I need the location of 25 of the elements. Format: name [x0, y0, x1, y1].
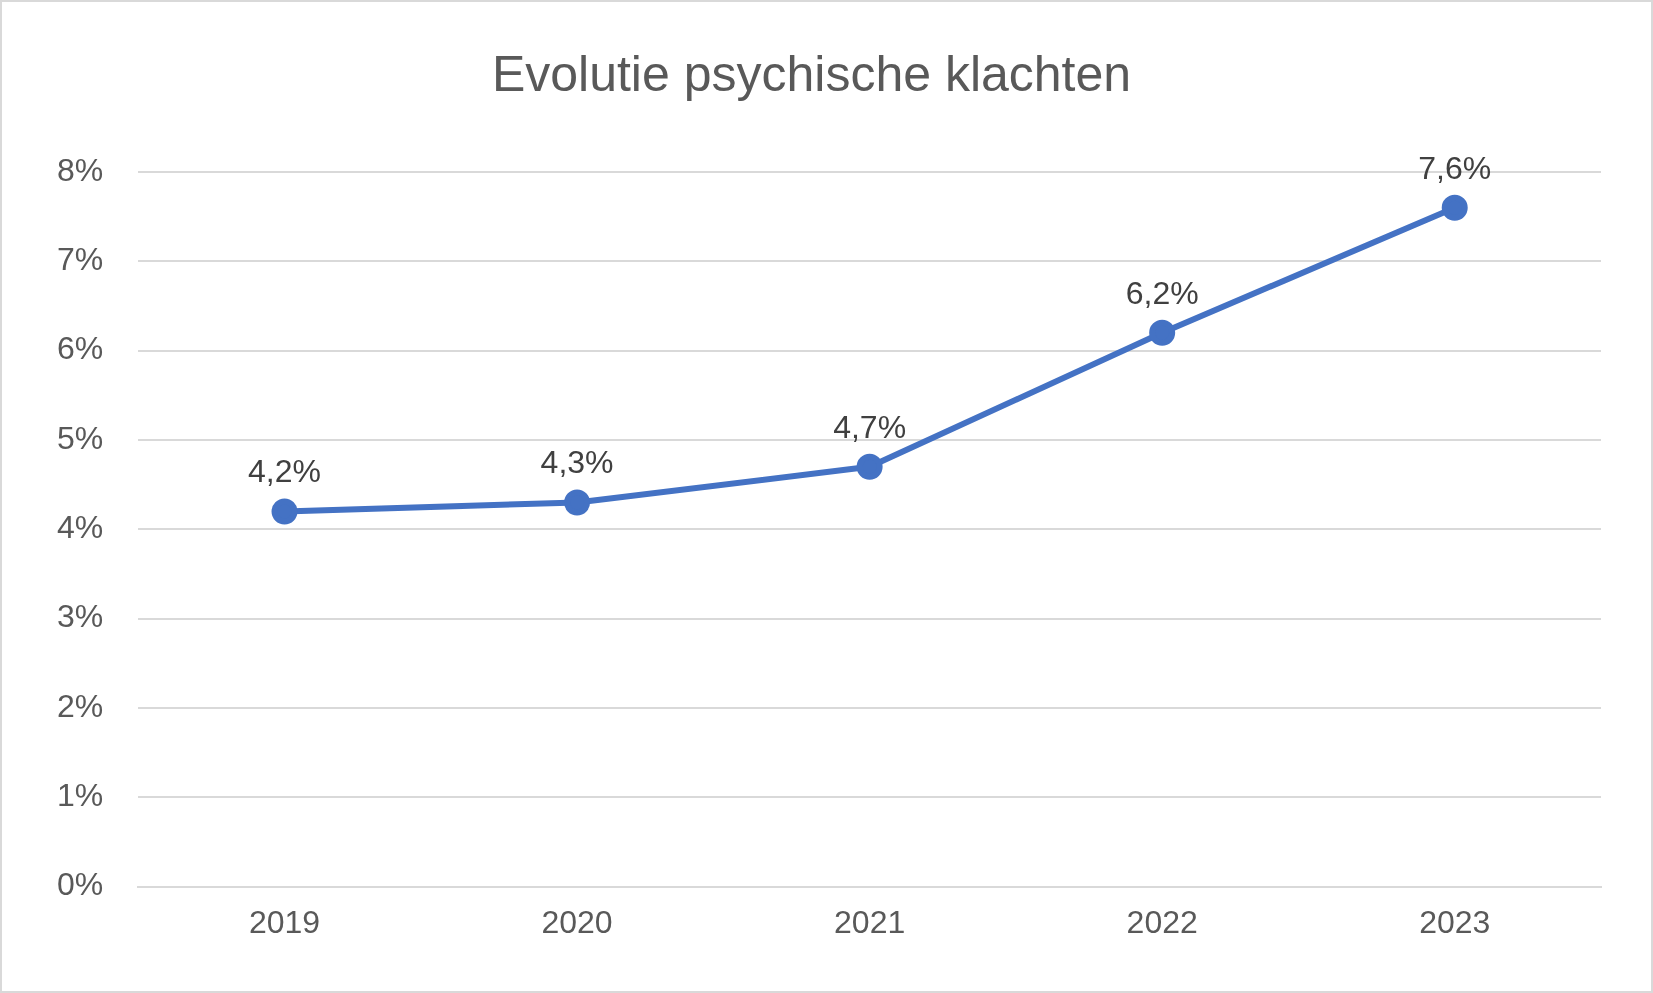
y-tick-label: 1%: [57, 777, 104, 814]
y-tick-label: 3%: [57, 598, 104, 635]
y-tick-label: 8%: [57, 151, 104, 188]
data-label: 7,6%: [1418, 149, 1492, 186]
x-tick-label: 2019: [248, 903, 321, 940]
data-label: 6,2%: [1125, 274, 1199, 311]
point: [1441, 194, 1468, 221]
chart-title: Evolutie psychische klachten: [491, 45, 1132, 102]
y-tick-label: 2%: [57, 687, 104, 724]
point: [1149, 319, 1176, 346]
y-tick-label: 6%: [57, 330, 104, 367]
y-tick-label: 0%: [57, 866, 104, 903]
data-label: 4,7%: [833, 408, 907, 445]
data-label: 4,2%: [248, 453, 321, 490]
y-tick-label: 7%: [57, 241, 104, 278]
point: [564, 489, 591, 516]
y-tick-label: 5%: [57, 419, 104, 456]
x-tick-label: 2021: [834, 903, 906, 940]
point: [271, 498, 298, 525]
x-tick-label: 2022: [1126, 903, 1198, 940]
x-tick-label: 2020: [541, 903, 613, 940]
x-tick-label: 2023: [1419, 903, 1491, 940]
point: [856, 453, 883, 480]
data-label: 4,3%: [540, 444, 614, 481]
y-tick-label: 4%: [57, 509, 104, 546]
